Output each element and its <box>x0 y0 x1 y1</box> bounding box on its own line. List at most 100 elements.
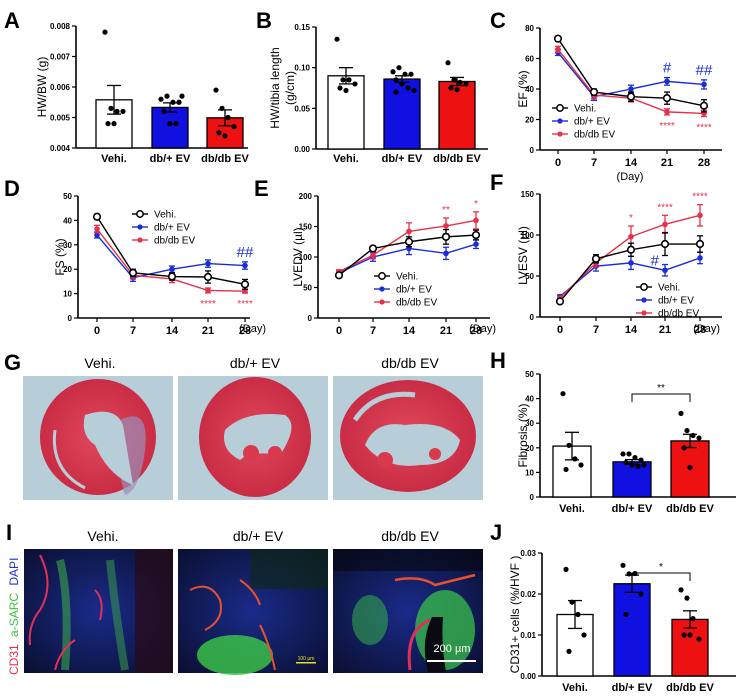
data-point <box>161 108 167 114</box>
data-point <box>687 464 693 471</box>
he-title-vehi: Vehi. <box>84 355 115 371</box>
if-image-dbdb: 200 µm <box>333 549 483 673</box>
significance-marker: **** <box>659 121 675 132</box>
bar-dbplus <box>613 583 651 677</box>
x-category-label: db/db EV <box>201 153 249 165</box>
data-point <box>105 121 111 127</box>
stain-sarc: a-SARC <box>7 593 21 637</box>
x-axis-label: (Day) <box>469 323 496 335</box>
data-point <box>448 85 454 91</box>
x-tick-label: 7 <box>591 157 597 169</box>
data-point-vehi <box>441 232 451 241</box>
data-point <box>179 93 185 99</box>
data-point-dbplus <box>242 262 248 269</box>
stain-dapi: DAPI <box>7 558 21 586</box>
y-tick-label: 0.00 <box>294 145 310 154</box>
x-category-label: db/+ EV <box>150 153 191 165</box>
significance-marker: **** <box>657 202 673 213</box>
x-tick-label: 21 <box>659 324 671 336</box>
y-axis-label: HW/tibia length(g/cm) <box>268 47 297 128</box>
data-point <box>687 632 693 638</box>
data-point <box>681 632 687 638</box>
data-point-dbplus <box>205 260 211 267</box>
legend-marker <box>137 237 143 243</box>
data-point <box>225 114 231 121</box>
x-category-label: db/db EV <box>666 503 714 515</box>
data-point-vehi <box>662 94 672 103</box>
data-point <box>120 108 126 114</box>
panel-label-J: J <box>490 520 502 545</box>
legend-marker <box>378 272 386 280</box>
data-point-vehi <box>555 297 565 306</box>
legend-marker <box>137 224 143 230</box>
y-tick-label: 20 <box>63 265 72 274</box>
chart-fibrosis: 0 10 20 30 40 50 Fibrosis (%) Vehi. db/+ EV db/db… <box>516 370 736 515</box>
y-tick-label: 10 <box>525 468 534 477</box>
data-point <box>334 36 340 42</box>
data-point-dbdb <box>205 287 211 294</box>
he-title-dbplus: db/+ EV <box>230 355 281 371</box>
chart-lvedv: 0 50 100 150 200 LVEDV (µl) 0 7 14 21 28(Day) Vehi.… <box>291 192 496 337</box>
y-axis-label: HW/BW (g) <box>35 57 49 118</box>
panel-label-E: E <box>254 176 269 201</box>
data-point-dbdb <box>662 221 668 228</box>
x-tick-label: 21 <box>202 325 214 337</box>
legend-label: db/db EV <box>154 236 195 247</box>
y-tick-label: 0.02 <box>520 590 536 599</box>
panel-label-F: F <box>490 170 503 195</box>
data-point <box>102 29 108 35</box>
y-tick-label: 100 <box>521 231 535 240</box>
if-stain-label: CD31 a-SARC DAPI <box>7 558 21 675</box>
data-point <box>563 466 569 473</box>
data-point <box>111 121 117 127</box>
significance-label: ** <box>657 383 665 394</box>
y-tick-label: 0.15 <box>294 23 310 32</box>
data-point-dbplus <box>664 78 670 85</box>
data-point <box>393 89 399 95</box>
y-tick-label: 80 <box>525 24 534 33</box>
data-point <box>566 442 572 448</box>
legend-marker <box>641 310 647 316</box>
significance-marker: **** <box>237 299 253 310</box>
data-point <box>681 445 687 451</box>
data-point <box>632 455 638 461</box>
data-point-dbdb <box>473 217 479 224</box>
data-point <box>445 60 451 66</box>
legend-label: Vehi. <box>574 104 596 115</box>
data-point <box>346 77 352 83</box>
data-point <box>463 81 469 87</box>
data-point <box>623 611 629 618</box>
y-tick-label: 0.05 <box>294 104 310 113</box>
y-tick-label: 0.03 <box>520 549 536 558</box>
data-point-vehi <box>626 245 636 254</box>
he-image-dbplus <box>178 376 328 500</box>
y-tick-label: 200 <box>299 192 313 201</box>
panel-label-H: H <box>490 348 506 373</box>
if-title-vehi: Vehi. <box>87 528 118 544</box>
x-category-label: db/db EV <box>433 153 481 165</box>
data-point <box>569 599 575 605</box>
data-point <box>164 93 170 99</box>
significance-bracket <box>631 393 691 402</box>
x-category-label: Vehi. <box>333 153 359 165</box>
x-tick-label: 0 <box>557 324 563 336</box>
y-tick-label: 50 <box>303 284 312 293</box>
legend-label: db/db EV <box>658 309 699 320</box>
panel-label-I: I <box>6 520 12 545</box>
data-point <box>684 427 690 434</box>
y-tick-label: 40 <box>525 395 534 404</box>
x-tick-label: 14 <box>403 325 416 337</box>
y-tick-label: 150 <box>521 190 535 199</box>
y-tick-label: 0.006 <box>50 83 71 92</box>
x-category-label: Vehi. <box>559 503 585 515</box>
x-category-label: Vehi. <box>101 153 127 165</box>
data-point <box>690 616 696 622</box>
x-tick-label: 14 <box>625 157 638 169</box>
x-tick-label: 0 <box>555 157 561 169</box>
panel-G: Vehi. db/+ EV db/db EV <box>23 355 483 500</box>
data-point <box>170 99 176 105</box>
data-point-vehi <box>92 212 102 221</box>
data-point <box>408 71 414 77</box>
he-title-dbdb: db/db EV <box>381 355 439 371</box>
x-category-label: db/+ EV <box>612 503 653 515</box>
